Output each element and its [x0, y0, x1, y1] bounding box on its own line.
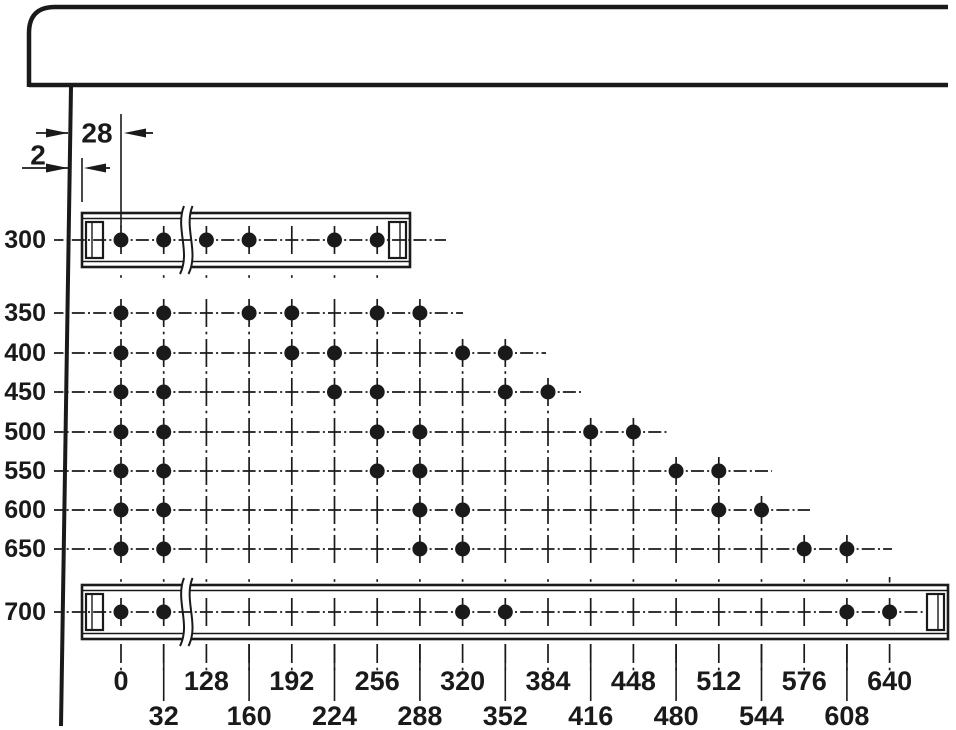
hole-dot [156, 463, 172, 479]
hole-dot [241, 305, 257, 321]
hole-dot [156, 345, 172, 361]
hole-dot [113, 463, 129, 479]
hole-dot [284, 345, 300, 361]
hole-dot [583, 424, 599, 440]
front-edge-line [59, 86, 73, 727]
hole-dot [839, 541, 855, 557]
col-label: 192 [269, 666, 314, 696]
col-label: 32 [149, 701, 179, 730]
hole-dot [540, 384, 556, 400]
hole-dot [113, 604, 129, 620]
row-label: 700 [4, 598, 46, 626]
col-label: 416 [568, 701, 613, 730]
row-label: 450 [4, 378, 46, 406]
countertop-outline [26, 4, 948, 87]
hole-dot [412, 541, 428, 557]
hole-dot [327, 345, 342, 361]
dim-arrowhead [46, 163, 68, 173]
hole-dot [711, 502, 727, 518]
dim-2: 2 [22, 140, 110, 202]
hole-dot [156, 502, 172, 518]
hole-dot [369, 305, 385, 321]
hole-dot [412, 424, 428, 440]
hole-dot [156, 305, 172, 321]
countertop-profile [26, 4, 948, 88]
row-label: 300 [4, 226, 46, 254]
hole-dot [113, 305, 129, 321]
hole-dot [113, 541, 129, 557]
row-centerlines [54, 239, 925, 613]
hole-dot [412, 502, 428, 518]
hole-dot [796, 541, 812, 557]
hole-dot [113, 345, 129, 361]
hole-dot [113, 232, 129, 248]
hole-dot [455, 502, 471, 518]
hole-dot [156, 541, 172, 557]
hole-dot [284, 305, 300, 321]
hole-dot [497, 345, 513, 361]
dim-arrowhead [46, 128, 68, 138]
col-label: 288 [397, 701, 442, 730]
hole-dot [455, 345, 471, 361]
hole-dot [198, 232, 214, 248]
hole-dot [882, 604, 898, 620]
hole-dot [412, 463, 428, 479]
hole-dot [369, 384, 385, 400]
hole-dot [113, 502, 129, 518]
hole-dot [327, 232, 342, 248]
row-label: 600 [4, 496, 46, 524]
col-label: 224 [312, 701, 357, 730]
hole-dot [156, 384, 172, 400]
hole-dot [668, 463, 684, 479]
hole-dot [113, 384, 129, 400]
hole-dot [369, 424, 385, 440]
hole-dot [369, 463, 385, 479]
hole-dots [113, 232, 898, 620]
hole-dot [241, 232, 257, 248]
col-label: 384 [525, 666, 570, 696]
hole-dot [156, 424, 172, 440]
col-label: 512 [696, 666, 741, 696]
hole-dot [754, 502, 769, 518]
hole-dot [839, 604, 855, 620]
hole-dot [156, 232, 172, 248]
col-label: 448 [611, 666, 656, 696]
col-label: 128 [184, 666, 229, 696]
hole-dot [711, 463, 727, 479]
hole-dot [455, 541, 471, 557]
col-label: 608 [824, 701, 869, 730]
col-label: 0 [113, 666, 128, 696]
row-label: 350 [4, 299, 46, 327]
col-label: 544 [739, 701, 784, 730]
hole-dot [369, 232, 385, 248]
dim-28-label: 28 [81, 118, 112, 149]
row-label: 550 [4, 457, 46, 485]
runner-right-cap [925, 592, 946, 632]
hole-dot [113, 424, 129, 440]
dim-28: 28 [36, 118, 153, 149]
hole-dot [327, 384, 342, 400]
col-label: 640 [867, 666, 912, 696]
hole-dot [412, 305, 428, 321]
hole-dot [156, 604, 172, 620]
hole-dot [455, 604, 471, 620]
col-label: 256 [355, 666, 400, 696]
hole-dot [497, 384, 513, 400]
col-label: 160 [227, 701, 272, 730]
dim-arrowhead [124, 128, 146, 138]
row-label: 400 [4, 339, 46, 367]
hole-dot [497, 604, 513, 620]
row-label: 500 [4, 418, 46, 446]
dim-arrowhead [84, 163, 106, 173]
hole-dot [625, 424, 641, 440]
row-label: 650 [4, 535, 46, 563]
col-label: 320 [440, 666, 485, 696]
dim-2-label: 2 [30, 140, 46, 171]
col-label: 576 [782, 666, 827, 696]
col-label: 352 [483, 701, 528, 730]
col-label: 480 [654, 701, 699, 730]
